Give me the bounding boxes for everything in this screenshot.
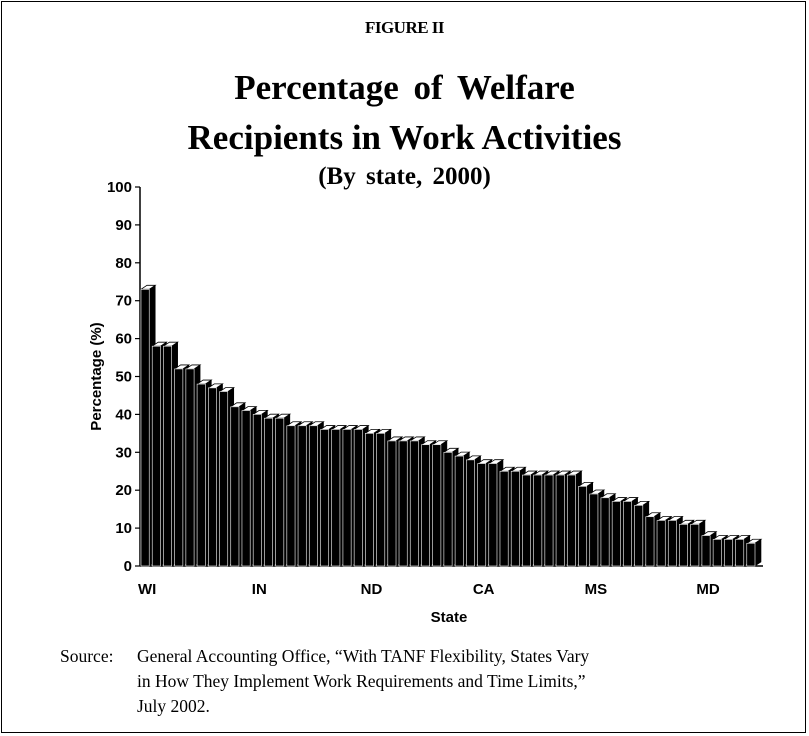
bar-side [754, 538, 762, 567]
bar [488, 463, 498, 567]
bar [555, 474, 565, 567]
bar [376, 433, 386, 567]
source-line-1: General Accounting Office, “With TANF Fl… [137, 646, 590, 666]
y-tick-label: 10 [115, 520, 132, 537]
bar [645, 516, 655, 567]
chart-title-line-2: Recipients in Work Activities [187, 118, 622, 157]
bar [331, 429, 341, 567]
y-tick-label: 60 [115, 331, 132, 348]
y-tick-label: 100 [107, 179, 132, 196]
figure-label: FIGURE II [364, 18, 445, 37]
bar [275, 417, 285, 567]
bar [690, 524, 700, 567]
bar [409, 440, 419, 567]
bar [544, 474, 554, 567]
bar [443, 451, 453, 567]
source-label: Source: [60, 646, 114, 666]
bar [611, 501, 621, 567]
source-note: Source: General Accounting Office, “With… [60, 644, 780, 719]
bar [701, 535, 711, 567]
bar [241, 410, 251, 567]
x-tick-label: MD [696, 581, 719, 598]
bar [466, 459, 475, 567]
bar [499, 470, 509, 567]
y-tick-label: 30 [115, 444, 132, 461]
bar [387, 440, 397, 567]
chart-title-line-1: Percentage of Welfare [234, 68, 575, 107]
bar [600, 497, 610, 567]
x-tick-label: WI [138, 581, 156, 598]
x-tick-label: ND [361, 581, 383, 598]
source-line-3: July 2002. [137, 696, 210, 716]
y-tick-label: 50 [115, 369, 132, 386]
bar [320, 429, 330, 567]
bar [230, 406, 240, 567]
bar [679, 524, 688, 567]
bar [185, 368, 195, 567]
bar [454, 455, 464, 567]
chart-subtitle: (By state, 2000) [318, 163, 491, 190]
bar [712, 539, 722, 567]
bar [163, 345, 172, 567]
x-tick-label: MS [585, 581, 608, 598]
bar [477, 463, 487, 567]
bar [140, 289, 150, 567]
bar [286, 425, 296, 567]
bar [297, 425, 307, 567]
bar [432, 444, 442, 567]
bar [196, 383, 206, 567]
x-tick-label: IN [252, 581, 267, 598]
y-tick-label: 80 [115, 255, 132, 272]
bar [342, 429, 352, 567]
bar [656, 520, 666, 567]
bar [264, 417, 273, 567]
bar [398, 440, 408, 567]
bar [208, 387, 217, 567]
x-tick-label: CA [473, 581, 495, 598]
y-tick-label: 20 [115, 482, 132, 499]
bar [308, 425, 318, 567]
bar [623, 501, 632, 567]
x-axis-label: State [431, 609, 468, 626]
bar [735, 539, 745, 567]
bar [634, 505, 644, 567]
bar [151, 345, 161, 567]
bar [252, 414, 262, 567]
y-axis-label: Percentage (%) [88, 322, 105, 430]
y-tick-label: 0 [124, 558, 132, 575]
bar [724, 539, 733, 567]
bar [746, 542, 756, 567]
bar [174, 368, 184, 567]
source-line-2: in How They Implement Work Requirements … [137, 671, 586, 691]
bar [589, 493, 599, 567]
bar [533, 474, 543, 567]
y-tick-label: 90 [115, 217, 132, 234]
bar [667, 520, 677, 567]
bar [365, 433, 374, 567]
bar [522, 474, 531, 567]
bar-chart: 0 10 20 30 40 50 60 70 80 90 100 Percentage (%) WI IN… [88, 179, 763, 626]
bar [353, 429, 363, 567]
bar [219, 391, 229, 567]
bar [578, 486, 588, 567]
bar [566, 474, 576, 567]
bar [421, 444, 430, 567]
y-tick-label: 40 [115, 406, 132, 423]
y-tick-label: 70 [115, 293, 132, 310]
bar [510, 470, 520, 567]
